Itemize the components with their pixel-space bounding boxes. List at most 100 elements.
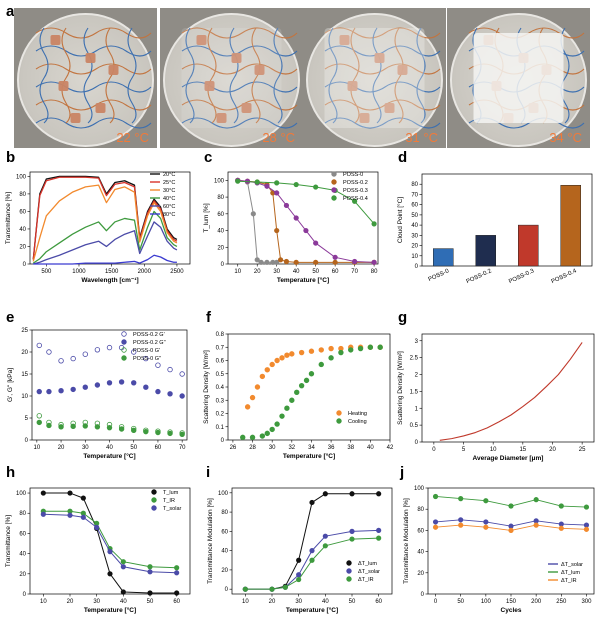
panel-label-g: g [398,309,407,326]
data-point [167,391,173,397]
fit-curve [237,180,375,225]
y-tick-label: 0.7 [216,345,225,351]
data-point [352,198,358,204]
y-tick-label: 20 [411,244,418,250]
data-point [107,548,113,555]
data-curve [439,342,583,441]
data-point [293,259,299,265]
legend-entry: POSS-0 [343,172,363,178]
x-tick-label: 15 [519,447,526,453]
category-label: POSS-0.4 [551,268,579,285]
data-point [533,497,539,503]
x-tick-label: 60 [173,599,180,605]
legend-entry: 80°C [163,212,175,218]
data-point [244,404,251,410]
legend-entry: ΔT_solar [358,569,380,575]
x-axis-label: Temperature [°C] [83,452,135,460]
data-point [371,221,377,227]
data-point [67,512,73,518]
panel-label-e: e [6,309,14,326]
y-tick-label: 80 [411,182,418,188]
panel-label-i: i [206,464,210,481]
fiber-line [251,27,261,124]
crosslink-node [58,81,69,91]
y-tick-label: 0 [415,440,419,446]
crosslink-node [95,103,106,113]
crosslink-node [397,65,408,75]
data-point [322,533,328,539]
data-point [36,388,42,395]
y-tick-label: 100 [16,174,27,180]
x-tick-label: 100 [481,599,492,605]
x-tick-label: 300 [581,599,592,605]
y-tick-label: 80 [217,195,224,201]
data-point [432,524,439,530]
x-tick-label: 50 [147,599,154,605]
fiber-line [181,117,298,129]
crosslink-node [339,35,350,45]
data-point [143,428,149,435]
data-point [313,240,319,246]
x-tick-label: 28 [249,445,256,451]
data-point [131,427,137,434]
legend-entry: POSS-0 G'' [133,356,161,362]
legend-entry: POSS-0.2 [343,180,368,186]
x-tick-label: 1500 [105,269,119,275]
data-point [432,519,439,525]
data-point [349,491,355,497]
data-point [371,259,377,265]
opaque-film [181,28,282,128]
data-point [558,521,564,527]
y-tick-label: 100 [218,491,229,497]
data-point [70,386,76,393]
panel-label-f: f [206,309,212,326]
x-axis-label: Temperature [°C] [286,606,338,614]
data-point [583,504,590,510]
data-point [313,259,319,265]
data-point [118,426,125,432]
fiber-line [35,45,152,57]
data-point [322,491,328,497]
data-point [483,519,489,525]
data-point [283,202,290,209]
y-axis-label: Transmittance Modulation [%] [207,498,214,584]
legend-entry: Cooling [348,419,367,425]
data-point [70,423,76,430]
bar-POSS-0.4 [560,184,581,267]
data-point [293,215,299,221]
y-tick-label: 40 [417,550,424,556]
data-point [40,490,46,496]
crosslink-node [359,113,370,123]
y-tick-label: 0.5 [216,372,225,378]
legend-entry: ΔT_lum [561,570,580,576]
opaque-film [473,33,564,123]
photo-4: 34 °C [447,8,590,148]
y-tick-label: 5 [25,416,29,422]
x-tick-label: 34 [308,445,315,451]
legend-swatch [121,331,127,337]
data-point [94,382,101,388]
x-tick-label: 150 [506,599,517,605]
x-tick-label: 5 [462,447,466,453]
bar-POSS-0.2 [475,235,496,267]
fiber-line [61,27,71,124]
data-point [131,380,137,386]
legend-swatch [121,355,127,361]
data-point [294,389,300,395]
crosslink-node [384,103,395,113]
y-tick-label: 60 [217,212,224,218]
y-axis-label: Scattering Density [W/m²] [203,350,210,424]
fiber-line [328,27,338,124]
data-point [583,522,590,528]
data-point [36,413,42,419]
data-point [259,433,266,439]
series-line-60°C [33,221,178,265]
series-line-40°C [32,210,178,264]
data-point [296,557,302,563]
x-tick-label: 26 [230,445,237,451]
plot-frame [227,171,379,265]
x-tick-label: 250 [556,599,567,605]
data-point [174,565,180,571]
x-tick-label: 36 [328,445,335,451]
